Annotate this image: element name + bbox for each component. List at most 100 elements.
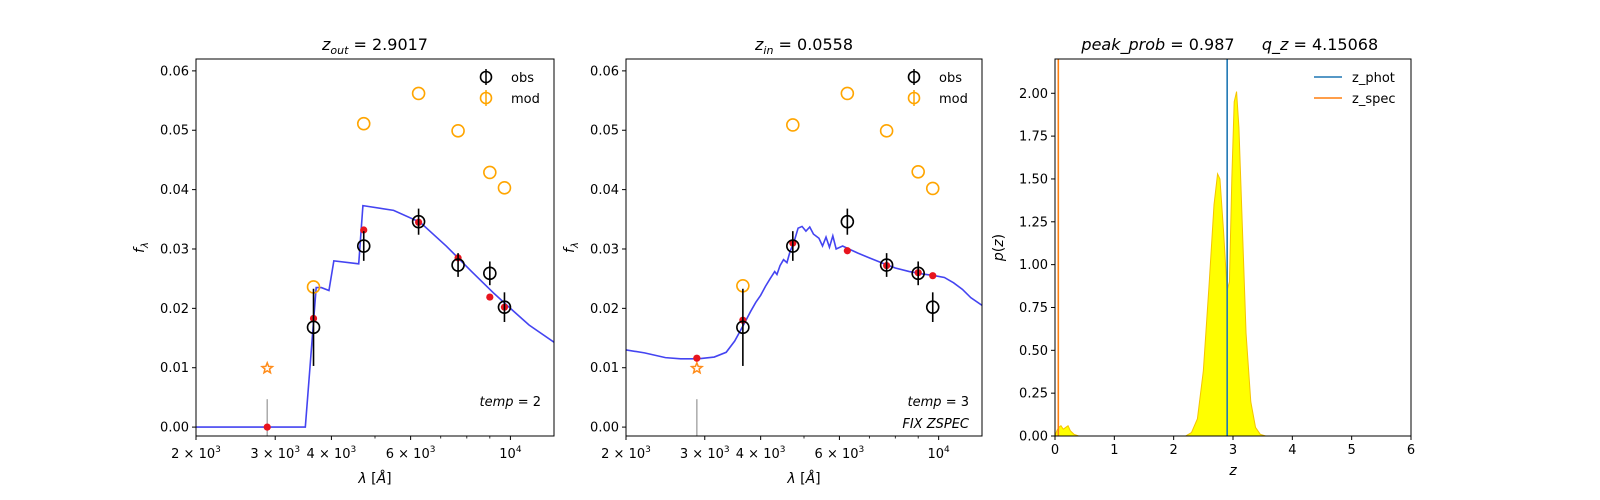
y-tick-label: 0.00 [590,421,619,436]
x-tick-label: 4 [1288,443,1296,458]
y-tick-label: 0.50 [1019,344,1048,359]
panel-title: zout = 2.9017 [321,35,428,57]
legend-label: z_phot [1352,71,1395,86]
obs-marker [840,214,855,229]
y-tick-label: 1.75 [1019,130,1048,145]
x-tick-label: 0 [1051,443,1059,458]
legend-marker [907,91,921,105]
x-tick-label: 6 × 103 [386,445,436,462]
y-axis-label: p(z) [991,234,1007,262]
legend-label: obs [939,71,962,86]
pz-title-qz: q_z = 4.15068 [1262,35,1378,55]
y-axis-label: fλ [562,242,581,253]
mod-marker [411,86,426,101]
x-tick-label: 6 [1407,443,1415,458]
y-tick-label: 0.02 [160,302,189,317]
model-flux-point [360,226,368,234]
model-sed-curve [626,225,982,360]
y-tick-label: 0.25 [1019,387,1048,402]
x-axis-label: λ [Å] [357,470,391,487]
obs-marker [483,266,497,281]
plot-area [1055,59,1352,436]
y-tick-label: 0.03 [590,242,619,257]
x-tick-label: 3 × 103 [680,445,730,462]
mod-marker [451,124,465,138]
x-tick-label: 104 [499,445,522,462]
x-tick-label: 4 × 103 [736,445,786,462]
obs-marker [356,239,371,253]
y-tick-label: 0.03 [160,242,189,257]
x-tick-label: 3 × 103 [250,445,300,462]
mod-marker [879,124,894,138]
x-tick-label: 2 × 103 [171,445,221,462]
mod-star-marker [260,360,275,375]
obs-marker [911,266,925,281]
x-tick-label: 4 × 103 [307,445,357,462]
mod-marker [925,181,940,196]
axes-frame [195,58,555,437]
x-tick-label: 6 × 103 [815,445,865,462]
legend-marker [907,70,921,84]
mod-marker [911,165,925,179]
y-tick-label: 1.00 [1019,258,1048,273]
plot-area [196,86,554,436]
y-tick-label: 0.05 [160,124,189,139]
model-sed-curve [196,204,554,428]
annotation-text: FIX ZSPEC [902,417,970,432]
y-tick-label: 0.06 [160,64,189,79]
mod-marker [840,86,855,101]
obs-marker [411,214,426,229]
obs-marker [497,300,512,314]
x-tick-label: 104 [928,445,951,462]
y-tick-label: 2.00 [1019,87,1048,102]
pz-distribution [1055,91,1352,436]
plot-area [626,86,982,436]
legend-label: mod [511,92,540,107]
model-flux-point [693,354,701,362]
model-flux-point [929,272,937,280]
y-tick-label: 0.06 [590,64,619,79]
y-tick-label: 0.00 [160,421,189,436]
mod-marker [497,181,512,195]
model-flux-point [263,423,271,431]
obs-marker [786,239,800,253]
x-tick-label: 3 [1229,443,1237,458]
model-flux-point [486,293,494,301]
sed-panel-zin: 0.00 0.01 0.02 0.03 0.04 0.05 0.06 2 × 103 3 × 1… [562,35,983,487]
y-tick-label: 1.50 [1019,172,1048,187]
x-tick-label: 2 × 103 [601,445,651,462]
obs-marker [925,300,940,314]
y-tick-label: 0.00 [1019,430,1048,445]
x-tick-label: 5 [1348,443,1356,458]
y-tick-label: 0.01 [590,361,619,376]
model-flux-point [843,247,851,255]
mod-marker [356,116,371,131]
legend-label: mod [939,92,968,107]
pz-title-peak-prob: peak_prob = 0.987 [1080,35,1234,55]
obs-marker [736,320,750,335]
panel-title: zin = 0.0558 [754,35,853,57]
y-tick-label: 0.01 [160,361,189,376]
obs-marker [306,320,321,335]
legend-marker [479,70,493,84]
x-axis-label: λ [Å] [786,470,820,487]
y-tick-label: 0.04 [160,183,189,198]
mod-marker [786,118,800,132]
pz-panel: 0.00 0.25 0.50 0.75 1.00 1.25 1.50 1.75 2.00 0 1 2 3… [991,35,1415,479]
sed-panel-zout: 0.00 0.01 0.02 0.03 0.04 0.05 0.06 2 × 103 3 × 1… [132,35,555,487]
y-tick-label: 0.04 [590,183,619,198]
annotation-text: temp = 3 [908,395,969,410]
x-tick-label: 1 [1110,443,1118,458]
y-tick-label: 1.25 [1019,215,1048,230]
obs-marker [879,258,894,272]
legend-label: z_spec [1352,92,1396,107]
legend-label: obs [511,71,534,86]
mod-marker [483,165,497,180]
x-axis-label: z [1228,463,1237,479]
y-axis-label: fλ [132,242,151,253]
y-tick-label: 0.75 [1019,301,1048,316]
annotation-text: temp = 2 [480,395,541,410]
x-tick-label: 2 [1170,443,1178,458]
axes-frame [625,58,983,437]
